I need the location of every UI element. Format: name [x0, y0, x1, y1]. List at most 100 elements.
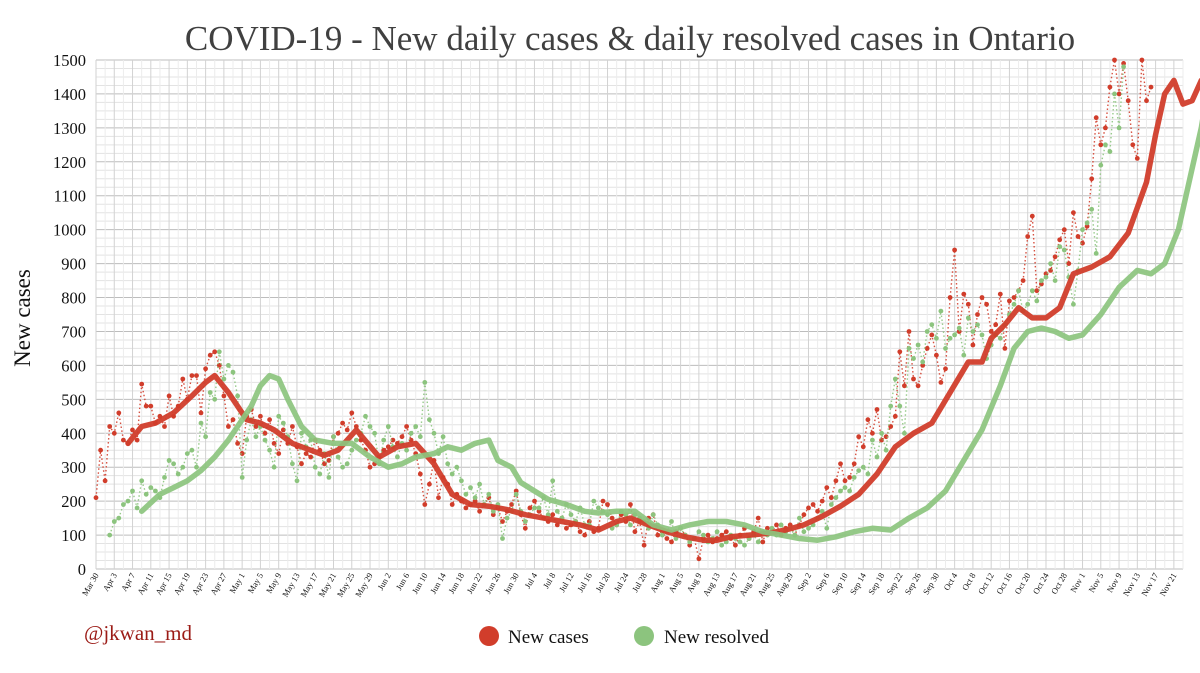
- series-point-new-cases: [1125, 98, 1131, 104]
- series-point-new-cases: [696, 556, 702, 562]
- series-point-new-resolved: [522, 519, 528, 524]
- series-point-new-resolved: [271, 464, 277, 470]
- y-tick-label: 1500: [53, 51, 86, 70]
- x-tick-label: Nov 1: [1068, 571, 1087, 594]
- x-tick-label: Jul 12: [557, 571, 576, 594]
- series-point-new-resolved: [422, 380, 428, 385]
- series-point-new-resolved: [943, 346, 948, 351]
- series-point-new-cases: [1093, 115, 1099, 121]
- series-point-new-resolved: [1112, 91, 1117, 97]
- series-point-new-cases: [1057, 237, 1063, 243]
- series-point-new-resolved: [874, 454, 880, 460]
- series-point-new-cases: [162, 424, 167, 429]
- series-point-new-resolved: [1011, 301, 1017, 307]
- x-tick-label: Aug 5: [666, 571, 685, 594]
- series-point-new-cases: [230, 417, 236, 423]
- series-point-new-cases: [258, 413, 263, 419]
- series-point-new-resolved: [267, 447, 272, 453]
- series-point-new-resolved: [139, 478, 145, 484]
- series-point-new-resolved: [235, 393, 241, 399]
- series-point-new-resolved: [797, 515, 802, 521]
- series-point-new-resolved: [445, 461, 451, 467]
- series-point-new-resolved: [472, 495, 478, 501]
- series-point-new-resolved: [659, 532, 665, 538]
- series-point-new-resolved: [902, 430, 907, 436]
- x-tick-label: Apr 27: [208, 571, 229, 597]
- y-tick-label: 300: [61, 458, 86, 477]
- legend-label-new-resolved: New resolved: [664, 627, 769, 648]
- series-point-new-cases: [1061, 227, 1067, 233]
- series-point-new-cases: [276, 451, 282, 456]
- series-point-new-resolved: [280, 420, 286, 426]
- series-point-new-cases: [628, 502, 633, 507]
- series-point-new-cases: [116, 410, 122, 416]
- x-tick-label: Apr 3: [101, 571, 119, 593]
- series-point-new-resolved: [349, 447, 355, 453]
- series-point-new-resolved: [628, 522, 633, 528]
- series-point-new-resolved: [970, 329, 976, 334]
- series-smoothed-line-new-cases: [125, 77, 1200, 543]
- x-tick-label: May 1: [227, 571, 247, 595]
- series-point-new-resolved: [459, 478, 464, 484]
- x-tick-label: Oct 8: [960, 571, 978, 592]
- series-point-new-cases: [655, 532, 661, 538]
- series-point-new-cases: [874, 407, 880, 412]
- series-point-new-resolved: [111, 519, 117, 524]
- series-point-new-cases: [952, 247, 957, 253]
- series-point-new-cases: [180, 376, 186, 382]
- series-point-new-resolved: [801, 529, 807, 535]
- series-point-new-cases: [235, 441, 241, 446]
- series-point-new-cases: [198, 410, 204, 416]
- series-point-new-resolved: [226, 363, 231, 368]
- series-point-new-cases: [532, 498, 537, 504]
- series-point-new-resolved: [965, 315, 971, 321]
- series-point-new-resolved: [486, 491, 492, 497]
- series-point-new-cases: [1034, 288, 1040, 294]
- series-point-new-resolved: [372, 430, 377, 436]
- series-point-new-cases: [463, 505, 469, 511]
- series-point-new-resolved: [975, 322, 980, 328]
- series-point-new-cases: [1080, 240, 1085, 246]
- series-point-new-resolved: [194, 464, 199, 470]
- series-point-new-resolved: [468, 485, 473, 490]
- series-point-new-cases: [216, 363, 222, 368]
- x-tick-label: Oct 12: [976, 571, 996, 596]
- series-point-new-cases: [121, 437, 126, 443]
- series-point-new-cases: [1107, 84, 1113, 90]
- series-point-new-cases: [98, 447, 103, 453]
- series-point-new-resolved: [221, 376, 227, 382]
- series-point-new-resolved: [833, 495, 839, 501]
- series-point-new-cases: [851, 461, 857, 467]
- series-point-new-resolved: [353, 437, 359, 443]
- series-point-new-resolved: [134, 505, 140, 511]
- series-point-new-cases: [280, 427, 286, 433]
- series-point-new-cases: [838, 461, 843, 467]
- author-credit: @jkwan_md: [84, 621, 192, 645]
- series-point-new-cases: [965, 301, 971, 307]
- x-tick-label: May 5: [246, 571, 266, 595]
- series-point-new-resolved: [1048, 261, 1053, 266]
- y-tick-label: 1200: [53, 153, 86, 172]
- series-point-new-resolved: [934, 335, 939, 341]
- series-point-new-cases: [943, 366, 948, 372]
- series-point-new-cases: [687, 542, 693, 548]
- series-point-new-resolved: [892, 376, 898, 382]
- series-point-new-resolved: [554, 508, 560, 514]
- series-point-new-cases: [847, 475, 852, 480]
- series-point-new-cases: [239, 451, 245, 456]
- series-point-new-cases: [664, 536, 670, 541]
- series-point-new-resolved: [408, 430, 414, 436]
- series-point-new-cases: [605, 502, 610, 507]
- series-point-new-resolved: [860, 464, 866, 470]
- series-point-new-cases: [253, 424, 259, 429]
- x-tick-label: Jun 22: [465, 571, 485, 595]
- plot-area: [93, 57, 1200, 562]
- series-point-new-resolved: [1121, 64, 1126, 70]
- series-point-new-resolved: [1084, 220, 1090, 226]
- legend-marker-new-cases: [479, 626, 499, 646]
- series-point-new-cases: [806, 505, 811, 511]
- x-tick-label: Jun 2: [375, 571, 393, 592]
- series-point-new-resolved: [500, 536, 505, 541]
